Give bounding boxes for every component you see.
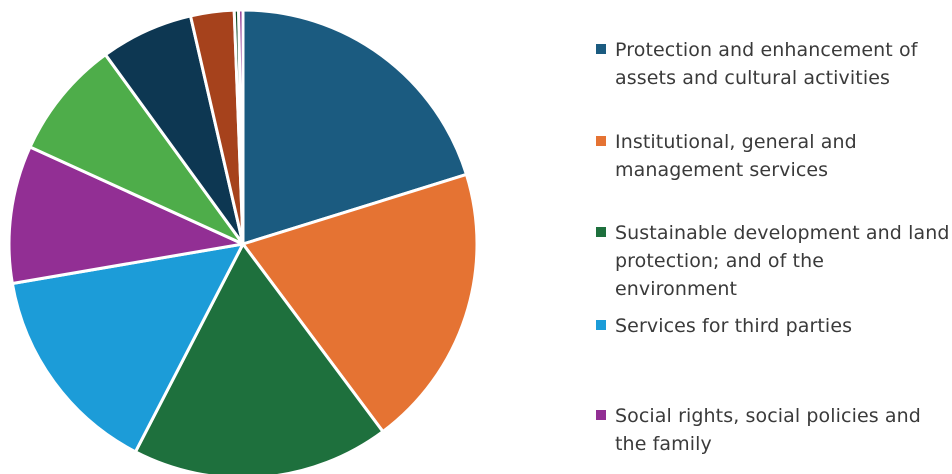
legend-label: Social rights, social policies and the f… bbox=[615, 405, 921, 455]
pie-slice-10 bbox=[237, 8, 245, 246]
pie-slice-1 bbox=[241, 8, 468, 246]
legend-item-institutional-general-management: Institutional, general and management se… bbox=[596, 128, 952, 184]
pie-chart bbox=[7, 8, 479, 474]
pie-slice-6 bbox=[28, 53, 245, 246]
pie-slice-2 bbox=[241, 172, 479, 434]
pie-slice-5 bbox=[7, 145, 245, 286]
legend-label: Protection and enhancement of assets and… bbox=[615, 39, 918, 89]
legend-swatch bbox=[596, 136, 606, 146]
pie-slice-3 bbox=[133, 242, 385, 474]
legend-item-services-third-parties: Services for third parties bbox=[596, 312, 952, 340]
legend-swatch bbox=[596, 410, 606, 420]
legend-label: Sustainable development and land protect… bbox=[615, 222, 950, 300]
legend-item-protection-enhancement-assets: Protection and enhancement of assets and… bbox=[596, 36, 952, 92]
legend-label: Institutional, general and management se… bbox=[615, 131, 857, 181]
legend-label: Services for third parties bbox=[615, 315, 853, 337]
pie-slice-4 bbox=[10, 242, 245, 454]
legend-item-social-rights: Social rights, social policies and the f… bbox=[596, 402, 952, 458]
legend-swatch bbox=[596, 227, 606, 237]
legend-item-sustainable-development: Sustainable development and land protect… bbox=[596, 219, 952, 303]
legend-swatch bbox=[596, 320, 606, 330]
legend-swatch bbox=[596, 44, 606, 54]
